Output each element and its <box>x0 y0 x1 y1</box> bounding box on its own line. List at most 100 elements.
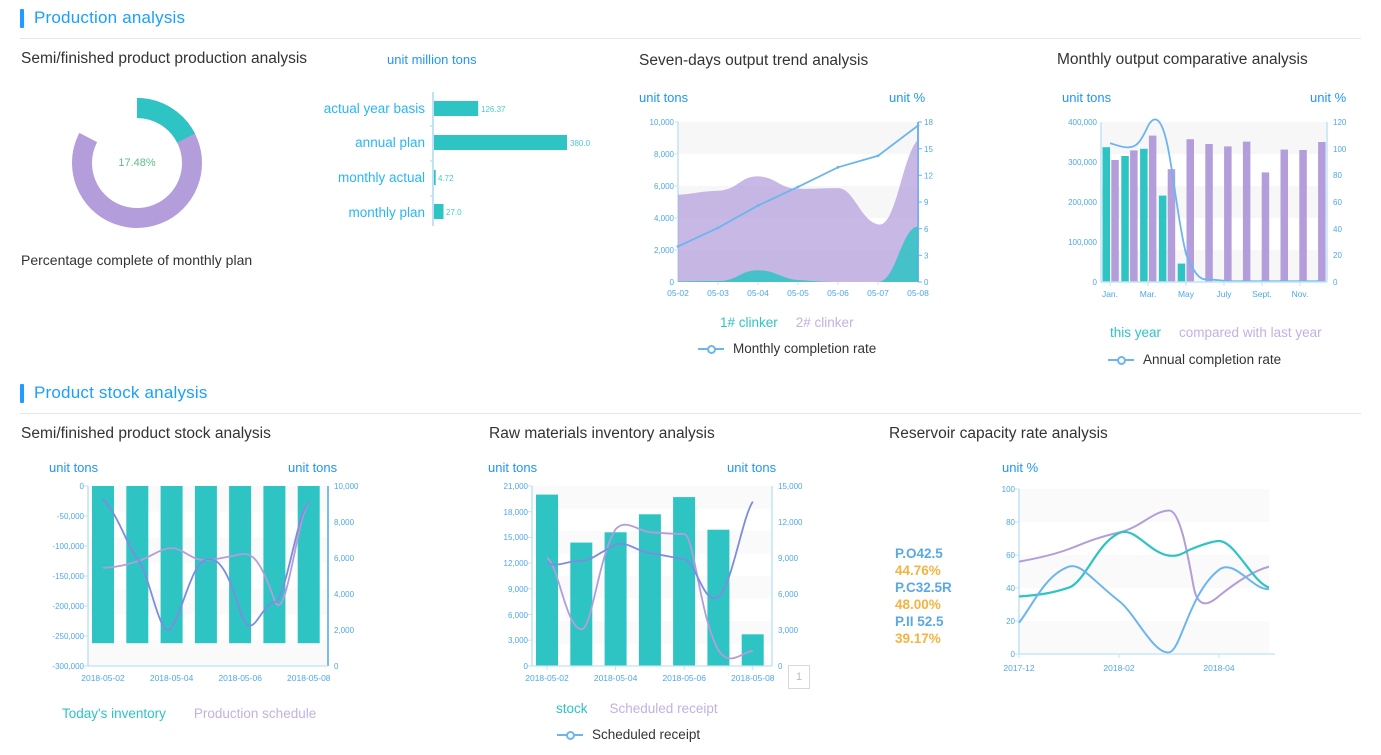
ytick-250000: -250,000 <box>52 632 84 641</box>
xtick-2018-02: 2018-02 <box>1103 663 1134 673</box>
xtick-05-06: 05-06 <box>827 288 849 298</box>
legend-monthly-completion-rate[interactable]: Monthly completion rate <box>698 341 876 356</box>
line-receipt-trend <box>546 501 754 600</box>
bars-this-year <box>1102 147 1186 282</box>
ytick-100: 100 <box>1002 485 1016 494</box>
hbar-label-actual-year-basis: actual year basis <box>323 101 425 116</box>
reservoir-value-po425: 44.76% <box>895 563 941 578</box>
legend-item-2-clinker[interactable]: 2# clinker <box>795 315 854 330</box>
section-header-stock: Product stock analysis <box>20 383 208 403</box>
line-markers <box>676 124 920 248</box>
y2tick-40: 40 <box>1333 225 1342 234</box>
legend-item-1-clinker[interactable]: 1# clinker <box>720 315 778 330</box>
xtick-jan: Jan. <box>1102 289 1118 299</box>
legend-item-last-year[interactable]: compared with last year <box>1179 325 1322 340</box>
y2tick-0: 0 <box>778 662 783 671</box>
y2tick-4000: 4,000 <box>334 590 355 599</box>
xtick-05-05: 05-05 <box>787 288 809 298</box>
chart-seven-days-output[interactable]: 10,000 8,000 6,000 4,000 2,000 0 18 15 <box>640 116 934 301</box>
ytick-21000: 21,000 <box>504 482 529 491</box>
ytick-18000: 18,000 <box>504 508 529 517</box>
xtick-05-03: 05-03 <box>707 288 729 298</box>
y2tick-120: 120 <box>1333 118 1347 127</box>
legend-item-production-schedule[interactable]: Production schedule <box>193 706 317 721</box>
section-title: Production analysis <box>34 8 186 27</box>
ytick-40: 40 <box>1006 584 1015 593</box>
legend-scheduled-receipt-line[interactable]: Scheduled receipt <box>557 727 700 742</box>
unit-label-raw-left: unit tons <box>488 460 538 475</box>
legend-item-todays-inventory[interactable]: Today's inventory <box>62 706 166 721</box>
y2tick-15: 15 <box>924 145 933 154</box>
y2tick-0: 0 <box>1333 278 1338 287</box>
section-accent-bar <box>20 383 24 403</box>
unit-label-monthly-right: unit % <box>1310 90 1347 105</box>
legend-item-stock[interactable]: stock <box>556 701 588 716</box>
chart-reservoir-capacity-rate[interactable]: 100 80 60 40 20 0 2017-12 2 <box>985 483 1285 683</box>
chart-production-donut[interactable]: 17.48% <box>62 88 212 238</box>
y2tick-3: 3 <box>924 252 929 261</box>
bars-stock <box>536 494 764 666</box>
xtick-mar: Mar. <box>1140 289 1157 299</box>
chart-production-bars[interactable]: 126.37 380.0 4.72 27.0 <box>430 92 610 228</box>
legend-stock[interactable]: Today's inventory Production schedule <box>62 706 316 721</box>
ytick-2000: 2,000 <box>654 246 675 255</box>
ytick-200000: -200,000 <box>52 602 84 611</box>
bars-last-year <box>1111 135 1326 282</box>
chart-raw-materials-inventory[interactable]: 21,000 18,000 15,000 12,000 9,000 6,000 … <box>488 478 808 683</box>
bar-monthly-plan <box>434 204 444 219</box>
xtick-2018-05-04: 2018-05-04 <box>150 673 194 683</box>
ytick-10000: 10,000 <box>650 118 675 127</box>
line-scheduled-receipt-purple <box>546 523 753 660</box>
ytick-60: 60 <box>1006 551 1015 560</box>
xtick-2018-05-06: 2018-05-06 <box>218 673 262 683</box>
line-marker-icon <box>698 343 724 355</box>
section-title: Product stock analysis <box>34 383 208 402</box>
reservoir-label-pii525: P.II 52.5 <box>895 614 944 629</box>
xtick-05-08: 05-08 <box>907 288 929 298</box>
area-1-clinker <box>678 226 918 282</box>
bar-value-monthly-plan: 27.0 <box>446 208 462 217</box>
hbar-label-monthly-actual: monthly actual <box>337 170 425 185</box>
reservoir-label-pc325r: P.C32.5R <box>895 580 952 595</box>
legend-monthly[interactable]: this year compared with last year <box>1110 325 1322 340</box>
ytick-3000: 3,000 <box>508 636 529 645</box>
legend-raw[interactable]: stock Scheduled receipt <box>556 701 718 716</box>
y2tick-2000: 2,000 <box>334 626 355 635</box>
y2tick-6: 6 <box>924 225 929 234</box>
panel-title-stock: Semi/finished product stock analysis <box>21 425 271 442</box>
unit-label-stock-right: unit tons <box>288 460 338 475</box>
line-pc325r <box>1018 530 1270 598</box>
panel-title-production: Semi/finished product production analysi… <box>21 50 308 67</box>
ytick-4000: 4,000 <box>654 214 675 223</box>
ytick-6000: 6,000 <box>654 182 675 191</box>
chart-monthly-output[interactable]: 400,000 300,000 200,000 100,000 0 120 10… <box>1055 116 1355 301</box>
hbar-label-annual-plan: annual plan <box>355 135 425 150</box>
ytick-50000: -50,000 <box>57 512 85 521</box>
section-divider-1 <box>20 38 1361 39</box>
xtick-05-04: 05-04 <box>747 288 769 298</box>
chart-semi-finished-stock[interactable]: 0 -50,000 -100,000 -150,000 -200,000 -25… <box>20 478 380 683</box>
xtick-2018-04: 2018-04 <box>1203 663 1234 673</box>
ytick-9000: 9,000 <box>508 585 529 594</box>
xtick-2018-05-04: 2018-05-04 <box>594 673 638 683</box>
raw-materials-page-badge[interactable]: 1 <box>788 665 810 689</box>
bar-value-annual-plan: 380.0 <box>570 139 591 148</box>
ytick-0: 0 <box>1011 650 1016 659</box>
ytick-100000: 100,000 <box>1068 238 1097 247</box>
legend-item-this-year[interactable]: this year <box>1110 325 1162 340</box>
legend-item-scheduled-receipt[interactable]: Scheduled receipt <box>609 701 718 716</box>
ytick-6000: 6,000 <box>508 611 529 620</box>
xtick-05-02: 05-02 <box>667 288 689 298</box>
legend-annual-completion-rate[interactable]: Annual completion rate <box>1108 352 1281 367</box>
y2tick-8000: 8,000 <box>334 518 355 527</box>
y2tick-12: 12 <box>924 172 933 181</box>
xtick-2018-05-06: 2018-05-06 <box>662 673 706 683</box>
xtick-05-07: 05-07 <box>867 288 889 298</box>
legend-seven-days[interactable]: 1# clinker 2# clinker <box>720 315 854 330</box>
reservoir-value-pc325r: 48.00% <box>895 597 941 612</box>
unit-label-seven-days-right: unit % <box>889 90 926 105</box>
ytick-150000: -150,000 <box>52 572 84 581</box>
ytick-300000: 300,000 <box>1068 158 1097 167</box>
xtick-2018-05-02: 2018-05-02 <box>81 673 125 683</box>
unit-label-seven-days-left: unit tons <box>639 90 689 105</box>
